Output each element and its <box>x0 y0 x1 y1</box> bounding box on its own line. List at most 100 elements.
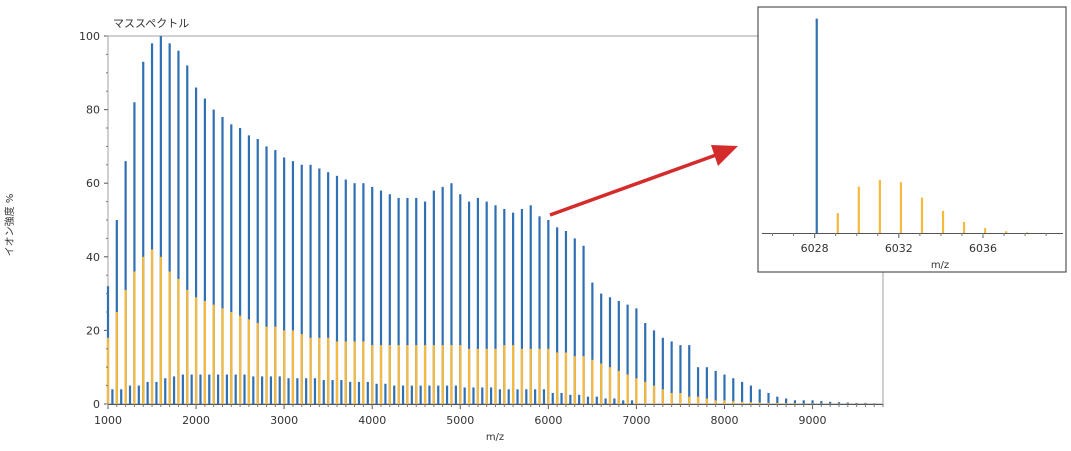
main-bar-s1-8 <box>177 278 180 404</box>
main-bar-s0-70 <box>723 374 726 404</box>
main-bar-s2-56 <box>604 398 607 404</box>
main-bar-s1-18 <box>265 326 268 404</box>
main-bar-s2-57 <box>613 398 616 404</box>
main-bar-s1-2 <box>124 289 127 404</box>
main-bar-s2-29 <box>366 381 369 404</box>
main-bar-s0-64 <box>670 341 673 404</box>
inset-x-tick-label-1: 6032 <box>885 242 913 255</box>
main-bar-s1-30 <box>371 345 374 404</box>
main-bar-s0-6 <box>159 36 162 404</box>
main-bar-s0-66 <box>688 345 691 404</box>
main-bar-s0-52 <box>564 231 568 404</box>
main-bar-s0-18 <box>265 146 268 404</box>
main-bar-s0-47 <box>520 208 524 404</box>
main-bar-s2-0 <box>111 389 114 404</box>
main-bar-s2-41 <box>472 387 475 404</box>
main-bar-s1-4 <box>142 256 145 404</box>
main-y-tick-label-1: 20 <box>86 324 100 337</box>
main-bar-s0-83 <box>837 402 841 404</box>
main-bar-s2-2 <box>128 385 132 404</box>
main-bar-s0-14 <box>230 124 233 404</box>
inset-bar-s1-6 <box>962 221 966 233</box>
main-bar-s0-22 <box>300 164 303 404</box>
main-bar-s1-50 <box>547 348 550 404</box>
main-bar-s0-10 <box>194 87 198 405</box>
main-bar-s1-87 <box>873 403 876 405</box>
main-bar-s2-5 <box>155 381 158 404</box>
main-x-tick-label-3: 4000 <box>358 414 386 427</box>
main-bar-s0-3 <box>133 102 136 405</box>
main-y-axis-title: イオン強度 % <box>3 194 16 257</box>
main-bar-s2-22 <box>305 378 308 404</box>
main-bar-s2-13 <box>225 374 228 404</box>
main-bar-s0-60 <box>635 308 638 404</box>
main-bar-s1-49 <box>538 348 541 404</box>
main-bar-s1-20 <box>283 330 286 404</box>
main-bar-s0-40 <box>459 194 462 404</box>
main-bar-s0-84 <box>846 402 849 404</box>
inset-frame-outer <box>757 6 1067 273</box>
inset-x-tick-label-0: 6028 <box>801 242 829 255</box>
main-bar-s2-32 <box>393 385 396 404</box>
main-x-tick-label-6: 7000 <box>622 414 650 427</box>
main-bar-s1-40 <box>459 345 462 404</box>
main-bar-s1-70 <box>723 400 726 404</box>
main-bar-s0-74 <box>758 389 761 404</box>
main-bar-s0-13 <box>221 116 224 405</box>
main-bar-s0-86 <box>864 402 867 404</box>
main-bar-s1-42 <box>476 348 479 404</box>
main-bar-s2-24 <box>322 380 325 404</box>
main-bar-s1-72 <box>740 401 744 404</box>
main-bar-s1-31 <box>379 345 383 404</box>
main-bar-s1-47 <box>520 348 524 404</box>
main-bar-s0-71 <box>732 378 735 404</box>
main-bar-s0-80 <box>811 400 814 404</box>
main-bar-s1-14 <box>230 312 233 404</box>
main-bar-s1-24 <box>318 337 321 404</box>
main-bar-s2-33 <box>401 385 405 404</box>
main-bar-s1-74 <box>758 402 761 404</box>
main-bar-s1-32 <box>388 345 391 404</box>
main-bar-s2-20 <box>287 378 290 404</box>
main-bar-s2-31 <box>384 383 387 404</box>
main-bar-s0-48 <box>529 205 532 404</box>
main-bar-s2-36 <box>428 385 431 404</box>
main-bar-s0-59 <box>626 304 629 404</box>
main-bar-s0-36 <box>423 201 427 404</box>
main-bar-s2-25 <box>331 380 334 404</box>
main-bar-s0-56 <box>600 293 603 404</box>
main-bar-s2-49 <box>542 389 546 404</box>
inset-bar-s1-7 <box>984 228 987 233</box>
main-bar-s0-54 <box>582 245 585 404</box>
main-bar-s1-35 <box>415 345 418 404</box>
main-bar-s0-62 <box>652 330 656 404</box>
main-bar-s1-77 <box>785 403 788 404</box>
main-axes-layer: 1000 2000 3000 4000 5000 6000 7000 8000 9000 0 20 4… <box>79 30 884 427</box>
main-bar-s0-16 <box>247 135 251 405</box>
main-bar-s1-46 <box>512 345 515 404</box>
main-bar-s0-41 <box>467 201 471 404</box>
main-bar-s1-73 <box>749 402 752 404</box>
main-y-tick-label-3: 60 <box>86 177 100 190</box>
main-bar-s2-55 <box>595 396 598 404</box>
inset-axes-layer: 6028 6032 6036 <box>762 233 1063 255</box>
main-bar-s1-80 <box>811 403 814 405</box>
main-bar-s1-52 <box>564 352 568 404</box>
main-bar-s1-55 <box>591 359 594 404</box>
main-bar-s1-84 <box>846 403 849 405</box>
main-bar-s1-75 <box>767 402 770 404</box>
main-bar-s2-15 <box>243 374 246 404</box>
main-bar-s0-43 <box>485 201 488 404</box>
main-bar-s1-79 <box>802 403 805 405</box>
main-bar-s0-44 <box>494 205 497 404</box>
main-bar-s1-54 <box>582 356 585 404</box>
main-bar-s0-79 <box>802 400 805 404</box>
main-bar-s0-8 <box>177 50 180 404</box>
main-bar-s0-5 <box>150 43 154 405</box>
main-bar-s1-21 <box>291 330 295 404</box>
main-bar-s0-69 <box>714 370 717 404</box>
main-bar-s1-7 <box>168 271 171 404</box>
main-bar-s1-82 <box>829 403 832 405</box>
main-bar-s1-71 <box>732 401 735 404</box>
main-bar-s0-26 <box>335 175 339 404</box>
